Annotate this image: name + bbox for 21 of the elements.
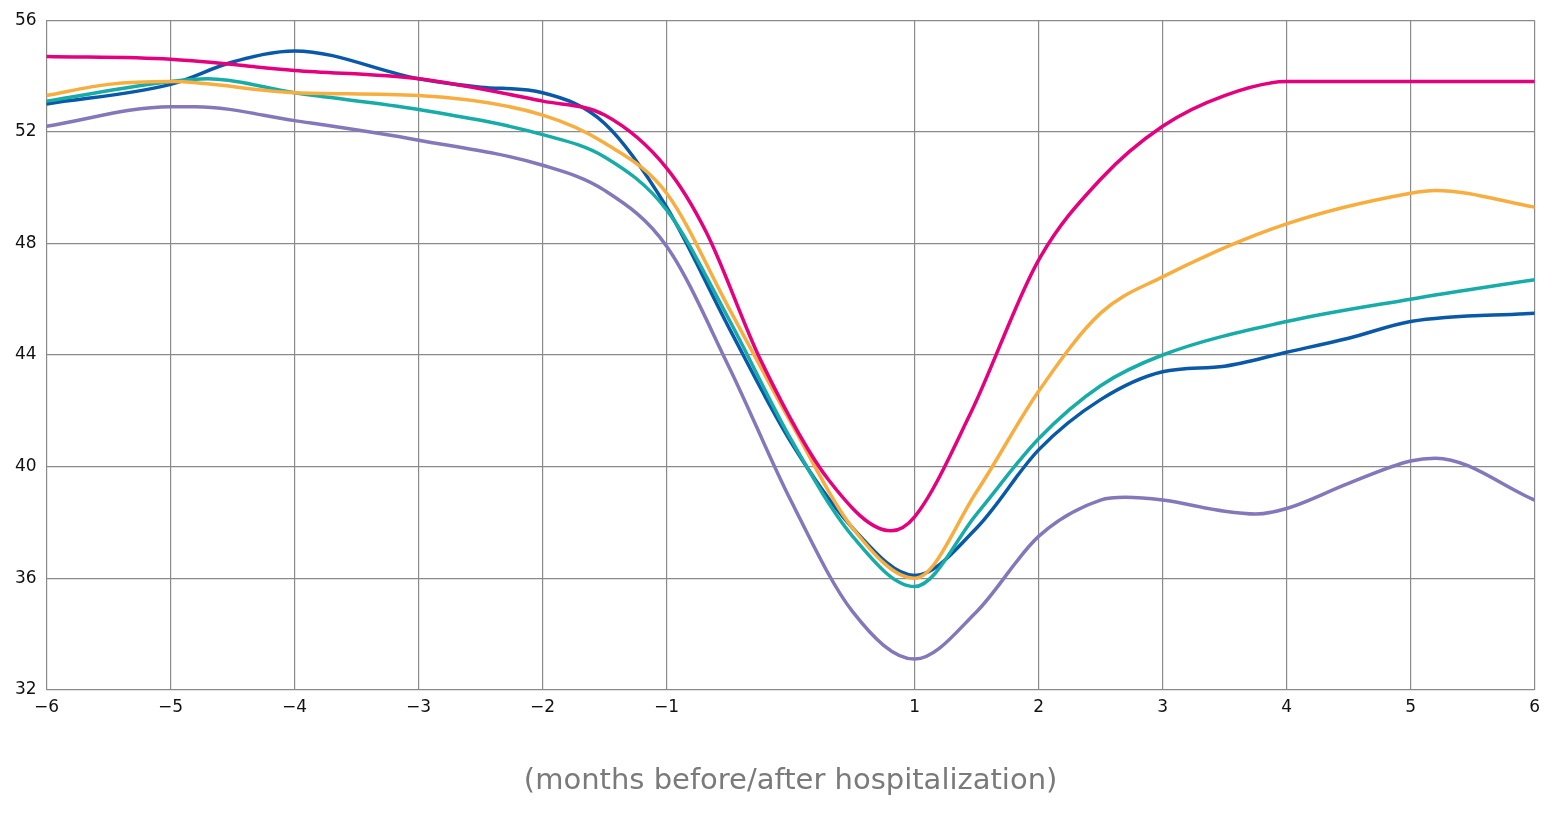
x-tick-label: −3 xyxy=(406,696,432,717)
y-tick-label: 56 xyxy=(14,8,37,29)
x-tick-label: 5 xyxy=(1405,696,1417,717)
y-tick-label: 40 xyxy=(14,455,37,476)
x-tick-label: 1 xyxy=(909,696,921,717)
y-tick-label: 48 xyxy=(14,231,37,252)
y-tick-label: 44 xyxy=(14,343,37,364)
x-tick-label: −4 xyxy=(282,696,308,717)
x-axis-title: (months before/after hospitalization) xyxy=(523,762,1058,797)
y-tick-label: 36 xyxy=(14,566,37,587)
x-tick-label: −6 xyxy=(34,696,60,717)
line-series xyxy=(46,104,1535,661)
y-tick-label: 32 xyxy=(14,678,37,699)
x-tick-label: 6 xyxy=(1529,696,1541,717)
x-tick-label: 4 xyxy=(1281,696,1293,717)
y-tick-label: 52 xyxy=(14,120,37,141)
x-tick-label: −2 xyxy=(530,696,556,717)
x-tick-label: −1 xyxy=(654,696,680,717)
x-tick-label: 3 xyxy=(1157,696,1169,717)
x-tick-label: 2 xyxy=(1033,696,1045,717)
x-tick-label: −5 xyxy=(158,696,184,717)
